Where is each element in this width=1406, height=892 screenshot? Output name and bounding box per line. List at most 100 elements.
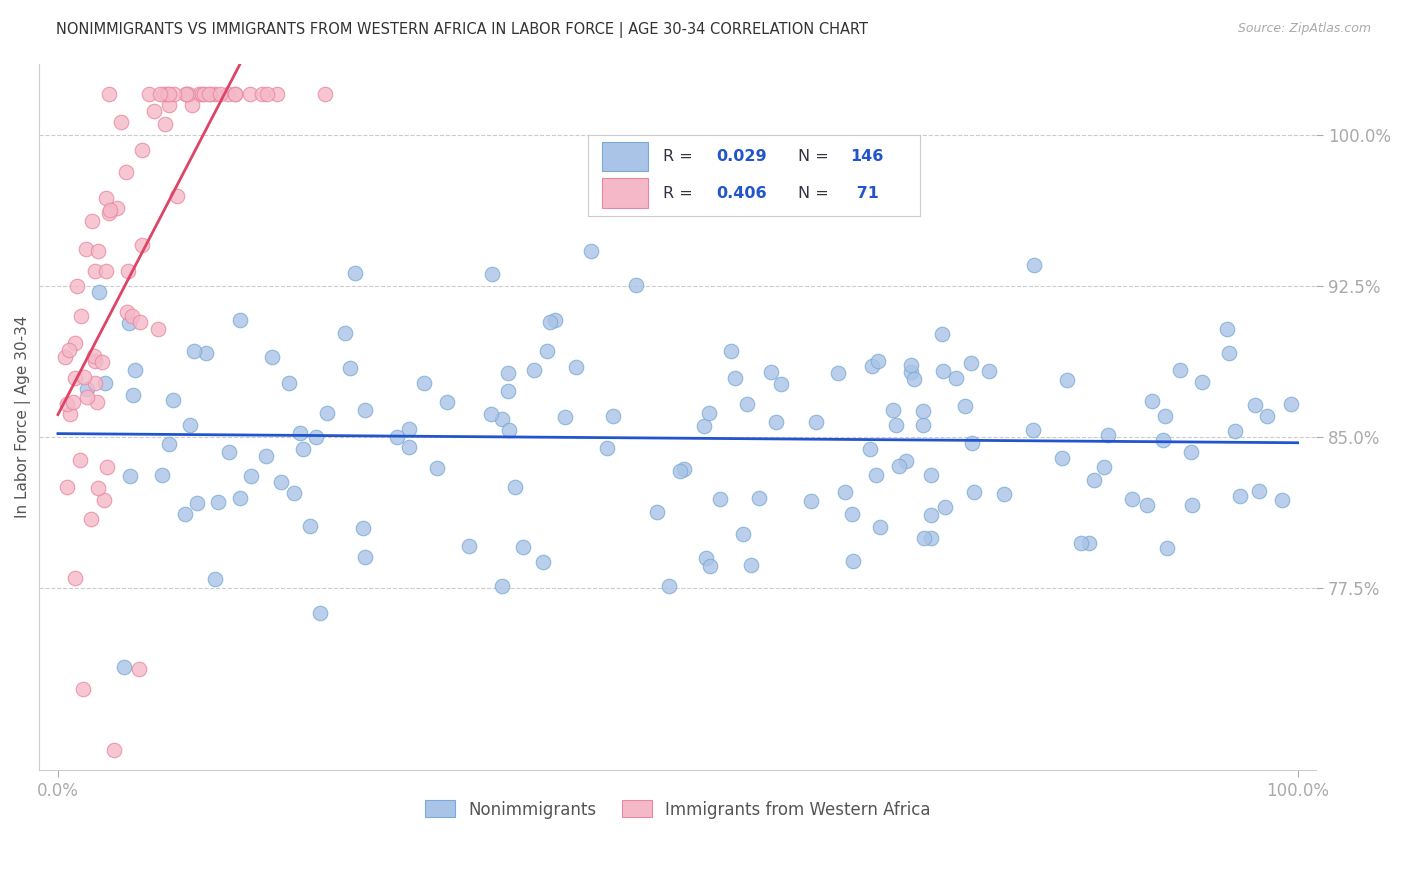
Point [118,469,141,483]
Point [131,144,153,158]
Point [1083,473,1105,487]
Point [94,376,117,390]
Point [83,376,105,390]
Point [498,423,520,437]
Point [96,459,118,474]
Point [496,366,519,380]
Point [1191,375,1213,389]
Point [737,396,759,410]
Point [531,555,554,569]
Point [993,487,1015,501]
Point [1180,445,1202,459]
Point [977,364,1000,378]
Point [195,346,218,360]
Point [228,491,250,505]
Point [931,326,953,341]
Point [309,606,332,620]
Point [523,363,546,377]
Point [240,469,263,483]
Point [198,87,221,102]
Point [1168,362,1191,376]
Point [900,365,922,379]
Point [353,403,375,417]
Point [224,87,246,102]
Point [124,363,146,377]
Point [554,409,576,424]
Point [70,310,93,324]
Point [270,475,292,489]
Point [56,397,79,411]
Point [1024,258,1046,272]
Point [748,491,770,505]
Point [740,558,762,573]
Point [112,660,135,674]
Point [174,508,197,522]
Y-axis label: In Labor Force | Age 30-34: In Labor Force | Age 30-34 [15,316,31,518]
Point [1154,409,1177,424]
Point [953,400,976,414]
Point [98,87,121,102]
Point [87,285,110,299]
Point [149,87,172,102]
Point [84,264,107,278]
Point [900,359,922,373]
Point [602,409,624,423]
Point [960,436,983,450]
Point [53,350,76,364]
Point [217,87,239,102]
Point [436,394,458,409]
Point [860,359,883,373]
Point [143,104,166,119]
Point [1244,398,1267,412]
Point [963,485,986,500]
Point [110,115,132,129]
Point [1056,373,1078,387]
Point [481,267,503,281]
Point [288,426,311,441]
Point [834,485,856,500]
Point [709,491,731,506]
Point [98,202,121,217]
Point [1070,536,1092,550]
Point [131,238,153,252]
Point [283,485,305,500]
Point [56,480,79,494]
Point [512,540,534,554]
Point [1097,428,1119,442]
Point [84,354,107,368]
Point [254,449,277,463]
Point [153,117,176,131]
Point [491,412,513,426]
Point [859,442,882,456]
Point [911,404,934,418]
Point [1256,409,1278,423]
Point [250,87,273,102]
Point [626,278,648,293]
Point [887,459,910,474]
Point [121,310,143,324]
Point [724,370,747,384]
Point [769,377,792,392]
Point [93,493,115,508]
Point [1249,484,1271,499]
Point [1140,394,1163,409]
Point [693,419,716,434]
Point [96,264,118,278]
Point [204,87,226,102]
Point [457,539,479,553]
Point [162,392,184,407]
Point [413,376,436,390]
Point [731,527,754,541]
Point [314,87,336,102]
Point [866,354,889,368]
Point [673,462,696,476]
Point [117,263,139,277]
Point [1279,397,1302,411]
Point [344,266,367,280]
Point [800,494,823,508]
Point [1181,498,1204,512]
Point [72,682,94,697]
Point [157,87,180,102]
Point [177,87,200,102]
Point [292,442,315,457]
